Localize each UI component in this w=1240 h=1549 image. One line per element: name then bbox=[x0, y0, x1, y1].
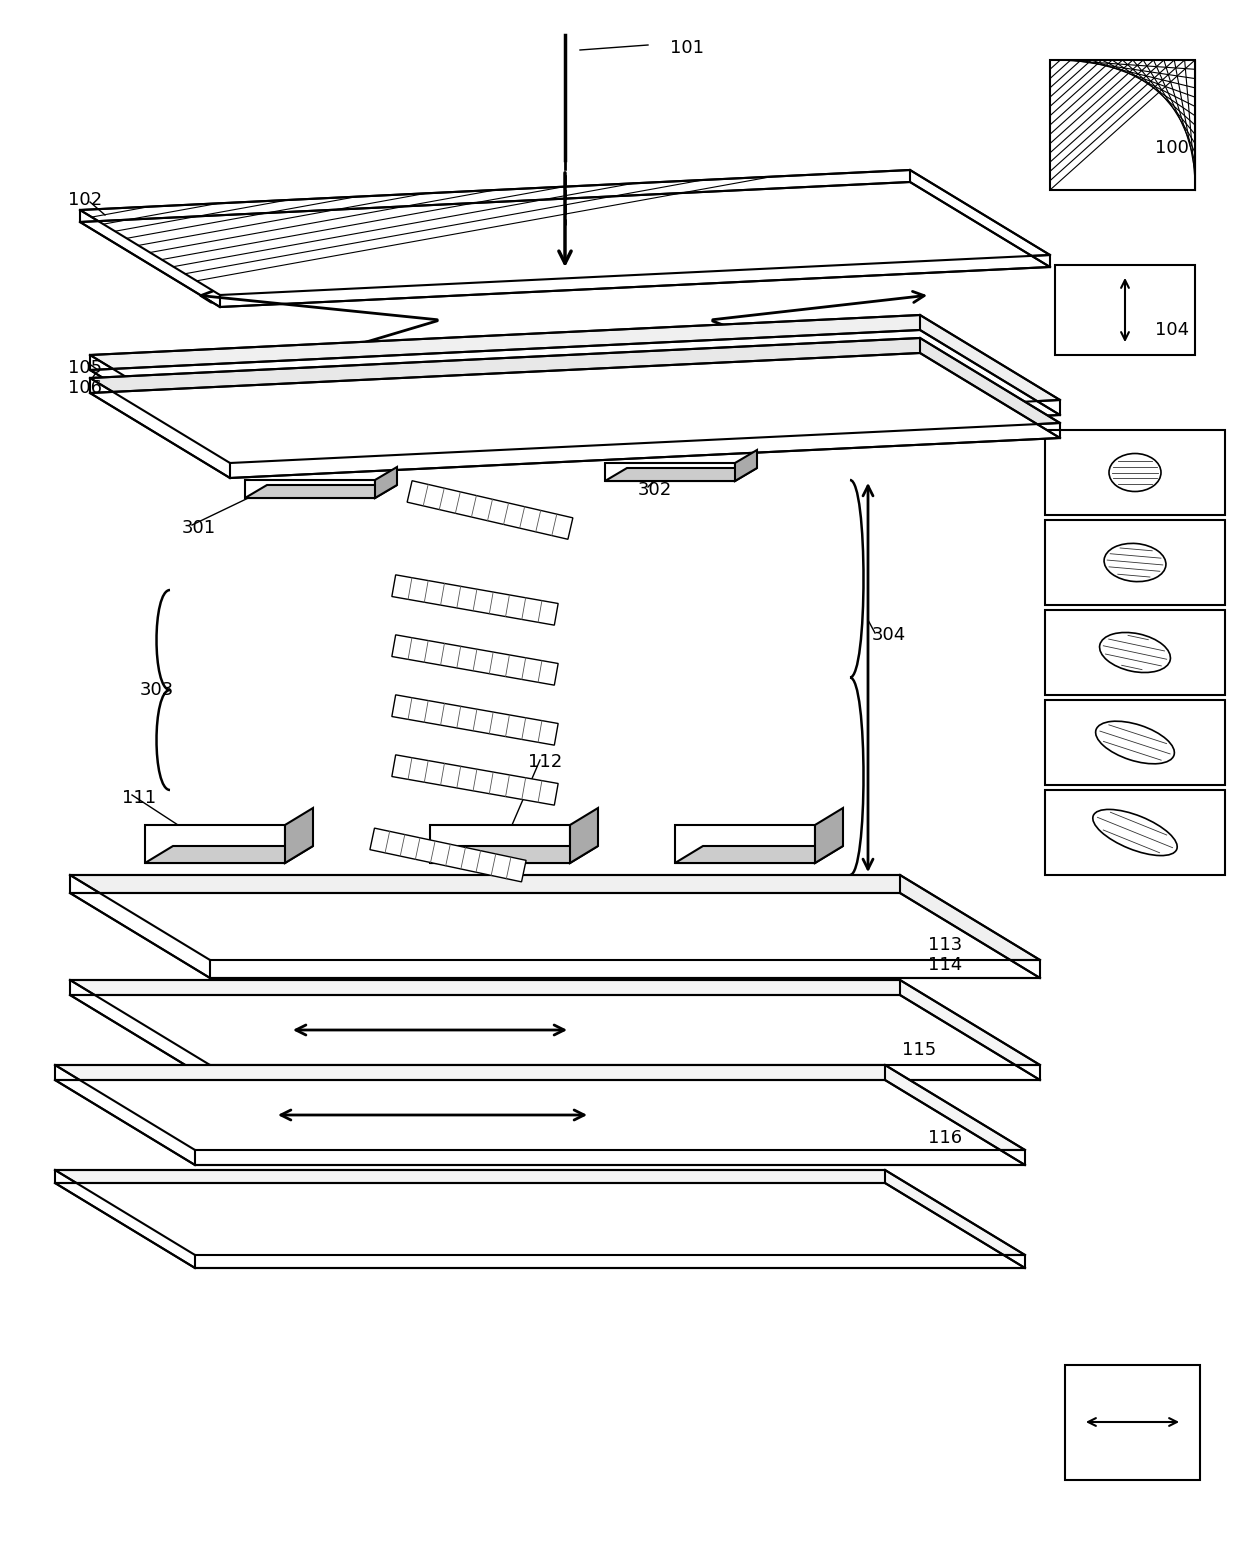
Polygon shape bbox=[675, 826, 815, 863]
Text: 301: 301 bbox=[182, 519, 216, 538]
Polygon shape bbox=[392, 754, 558, 805]
Polygon shape bbox=[1045, 700, 1225, 785]
Polygon shape bbox=[91, 338, 1060, 463]
Polygon shape bbox=[69, 894, 1040, 977]
Polygon shape bbox=[69, 994, 1040, 1080]
Polygon shape bbox=[815, 809, 843, 863]
Text: 106: 106 bbox=[68, 380, 102, 397]
Polygon shape bbox=[392, 575, 558, 626]
Ellipse shape bbox=[1109, 454, 1161, 491]
Polygon shape bbox=[1045, 431, 1225, 514]
Polygon shape bbox=[605, 468, 756, 482]
Polygon shape bbox=[407, 480, 573, 539]
Text: 112: 112 bbox=[528, 753, 562, 771]
Text: 116: 116 bbox=[928, 1129, 962, 1146]
Polygon shape bbox=[145, 846, 312, 863]
Polygon shape bbox=[81, 181, 1050, 307]
Text: 113: 113 bbox=[928, 936, 962, 954]
Text: 100: 100 bbox=[1154, 139, 1189, 156]
Polygon shape bbox=[55, 1066, 1025, 1149]
Ellipse shape bbox=[1092, 810, 1177, 855]
Polygon shape bbox=[735, 451, 756, 482]
Polygon shape bbox=[81, 170, 1050, 294]
Polygon shape bbox=[374, 466, 397, 497]
Polygon shape bbox=[91, 314, 1060, 440]
Polygon shape bbox=[91, 353, 1060, 479]
Polygon shape bbox=[69, 875, 1040, 960]
Text: 111: 111 bbox=[122, 788, 156, 807]
Text: 102: 102 bbox=[68, 191, 102, 209]
Text: 105: 105 bbox=[68, 359, 102, 376]
Polygon shape bbox=[285, 809, 312, 863]
Text: 114: 114 bbox=[928, 956, 962, 974]
Polygon shape bbox=[1050, 60, 1195, 191]
Polygon shape bbox=[570, 809, 598, 863]
Polygon shape bbox=[55, 1183, 1025, 1269]
Polygon shape bbox=[675, 846, 843, 863]
Polygon shape bbox=[1055, 265, 1195, 355]
Polygon shape bbox=[1045, 520, 1225, 606]
Polygon shape bbox=[392, 696, 558, 745]
Polygon shape bbox=[430, 846, 598, 863]
Polygon shape bbox=[246, 480, 374, 497]
Ellipse shape bbox=[1104, 544, 1166, 581]
Polygon shape bbox=[1045, 790, 1225, 875]
Polygon shape bbox=[69, 981, 1040, 1066]
Text: 101: 101 bbox=[670, 39, 704, 57]
Polygon shape bbox=[55, 1080, 1025, 1165]
Ellipse shape bbox=[1096, 722, 1174, 764]
Polygon shape bbox=[392, 635, 558, 685]
Text: 304: 304 bbox=[872, 626, 906, 644]
Polygon shape bbox=[55, 1169, 1025, 1255]
Text: 303: 303 bbox=[140, 682, 175, 699]
Polygon shape bbox=[370, 829, 526, 881]
Polygon shape bbox=[145, 826, 285, 863]
Polygon shape bbox=[1045, 610, 1225, 696]
Polygon shape bbox=[1065, 1365, 1200, 1479]
Text: 302: 302 bbox=[639, 482, 672, 499]
Text: 115: 115 bbox=[901, 1041, 936, 1060]
Polygon shape bbox=[430, 826, 570, 863]
Polygon shape bbox=[246, 485, 397, 497]
Polygon shape bbox=[91, 330, 1060, 455]
Text: 104: 104 bbox=[1154, 321, 1189, 339]
Polygon shape bbox=[605, 463, 735, 482]
Ellipse shape bbox=[1100, 632, 1171, 672]
